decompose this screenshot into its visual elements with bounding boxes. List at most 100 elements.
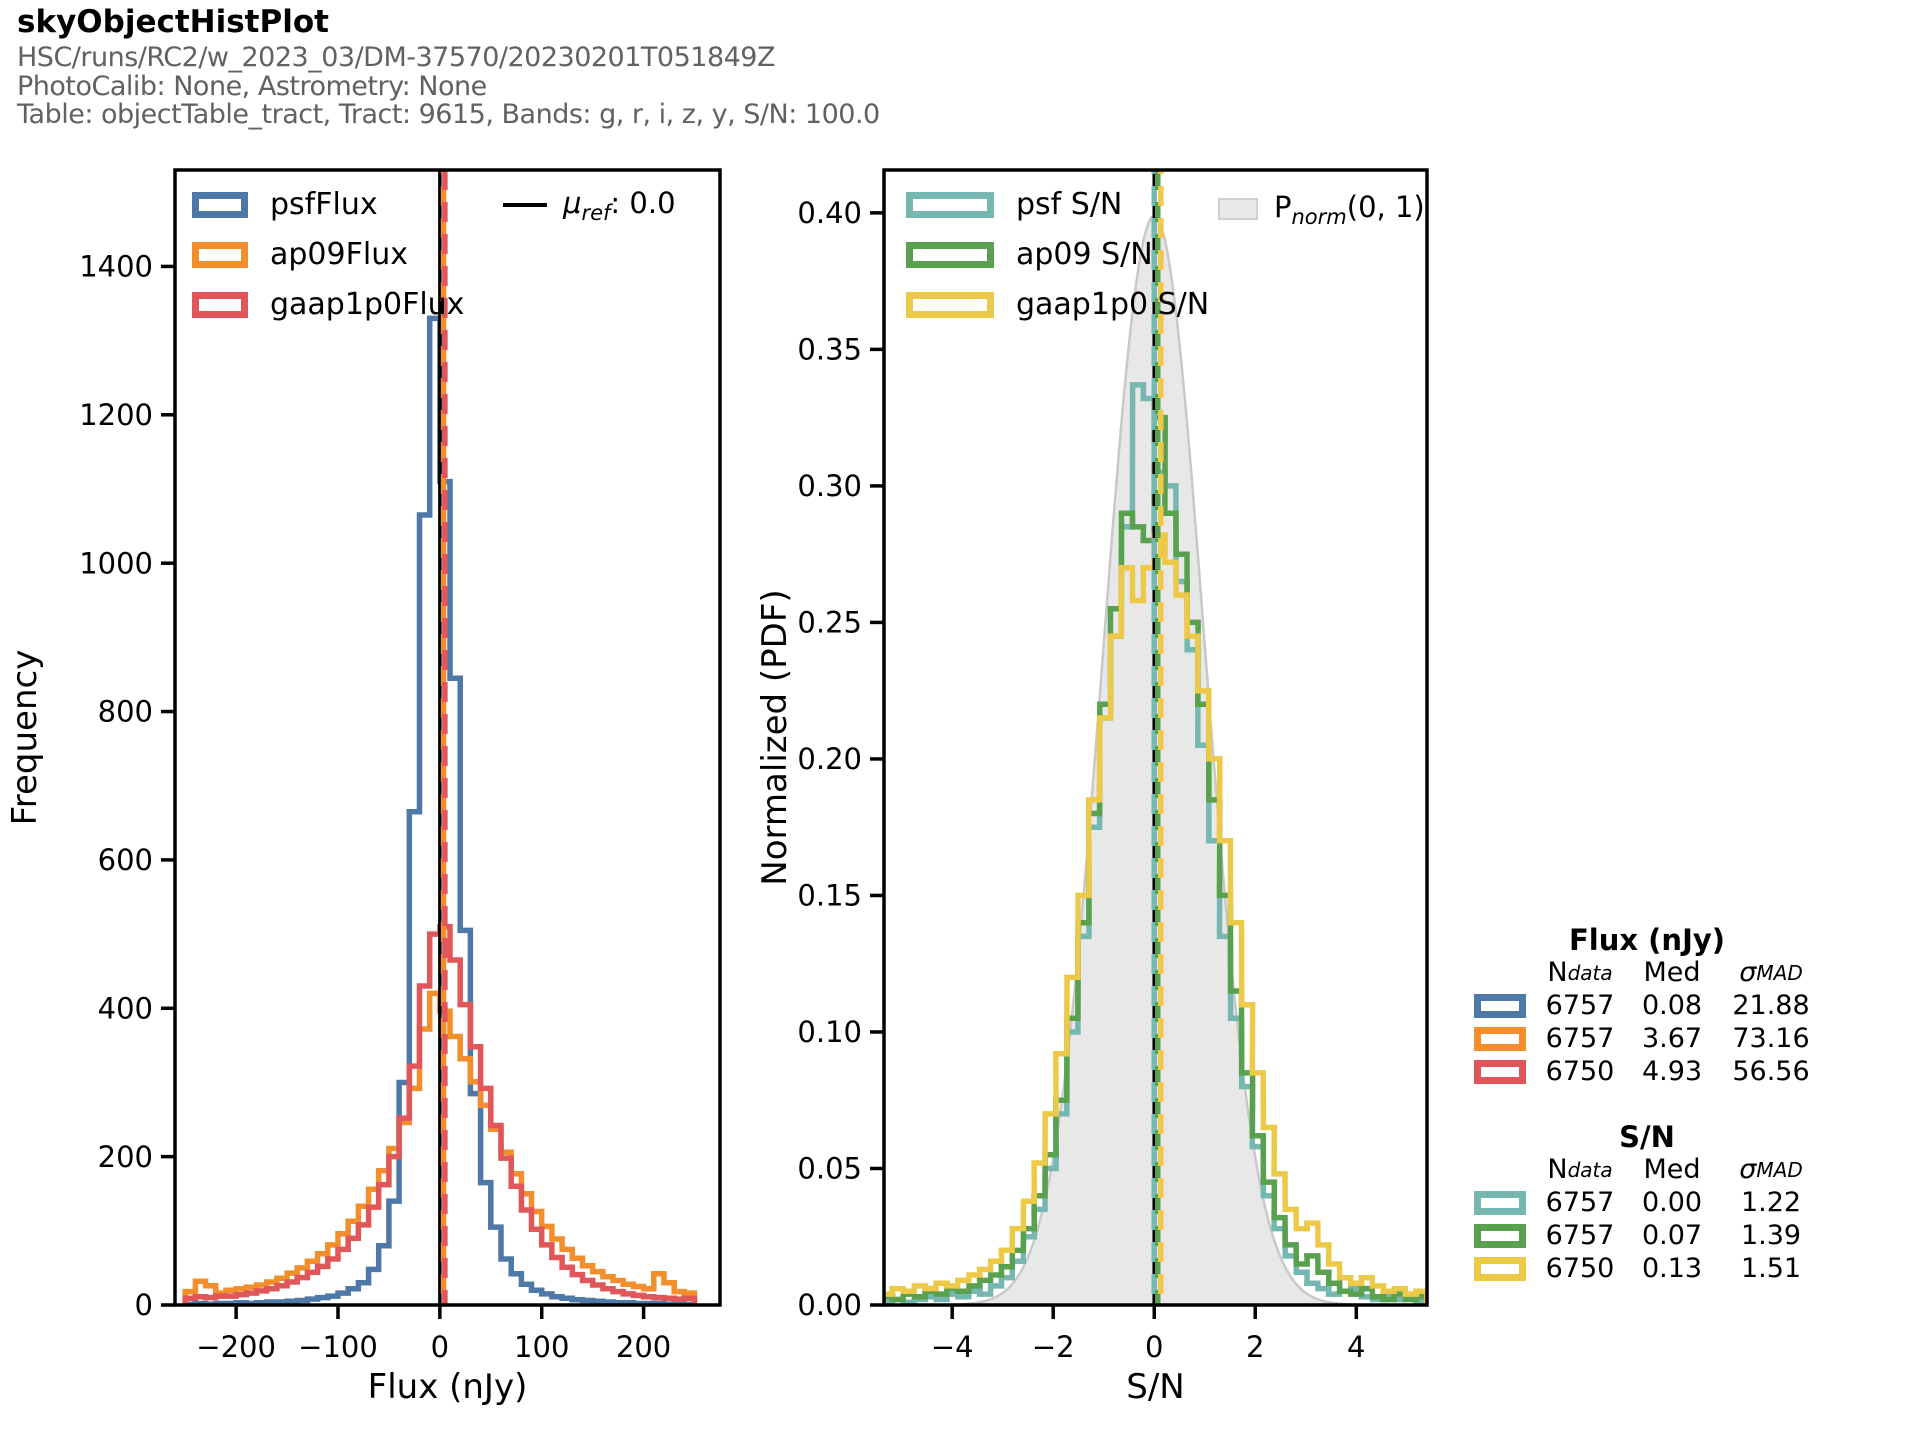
stats-row: 6750 0.13 1.51 — [1468, 1252, 1834, 1285]
stats-header-sigma-mad: σ MAD — [1739, 957, 1803, 988]
stats-row-swatch-cell — [1468, 1186, 1532, 1219]
legend-swatch-icon — [192, 191, 248, 218]
y-tick-label: 600 — [98, 843, 153, 877]
stats-row: 6757 0.07 1.39 — [1468, 1219, 1834, 1252]
subtitle-calib: PhotoCalib: None, Astrometry: None — [17, 71, 487, 102]
muref-symbol: μ — [563, 185, 582, 220]
muref-legend: μref: 0.0 — [503, 186, 676, 224]
y-tick-label: 0.25 — [797, 606, 862, 640]
stats-swatch-icon — [1474, 1256, 1526, 1281]
x-tick-label: 2 — [1246, 1330, 1264, 1364]
y-tick-label: 0.15 — [797, 879, 862, 913]
pnorm-symbol: P — [1274, 189, 1292, 224]
x-tick-label: −200 — [196, 1330, 276, 1364]
stats-header-spacer — [1468, 1154, 1532, 1186]
stats-row-swatch-cell — [1468, 1252, 1532, 1285]
legend-item-ap09flux: ap09Flux — [192, 236, 464, 273]
histogram-step-psfflux — [182, 315, 698, 1305]
y-tick-label: 0.35 — [797, 333, 862, 367]
stats-sigma-mad-value: 73.16 — [1732, 1022, 1810, 1054]
legend-item-label: psfFlux — [270, 186, 378, 222]
stats-ndata-value: 6750 — [1545, 1055, 1615, 1087]
stats-sigma-mad-value: 21.88 — [1732, 989, 1810, 1021]
sn-legend: psf S/N ap09 S/N gaap1p0 S/N — [906, 186, 1209, 323]
x-tick-label: −4 — [931, 1330, 974, 1364]
stats-swatch-icon — [1474, 993, 1526, 1018]
stats-median-value: 0.08 — [1641, 989, 1703, 1021]
sn-plot-area — [884, 170, 1427, 1305]
pnorm-args: (0, 1) — [1346, 189, 1425, 224]
x-tick-label: 100 — [514, 1330, 569, 1364]
stats-swatch-icon — [1474, 1223, 1526, 1248]
pnorm-patch-icon — [1218, 198, 1258, 220]
stats-row-swatch-cell — [1468, 1022, 1532, 1055]
stats-row-swatch-cell — [1468, 1055, 1532, 1088]
stats-swatch-icon — [1474, 1026, 1526, 1051]
legend-item-psfflux: psfFlux — [192, 186, 464, 223]
stats-sigma-mad-value: 1.22 — [1740, 1186, 1802, 1218]
stats-ndata-value: 6750 — [1545, 1252, 1615, 1284]
stats-median-value: 4.93 — [1641, 1055, 1703, 1087]
legend-item-label: gaap1p0Flux — [270, 286, 465, 322]
stats-row: 6757 0.08 21.88 — [1468, 989, 1834, 1022]
stats-row-swatch-cell — [1468, 1219, 1532, 1252]
stats-header-median: Med — [1643, 957, 1701, 988]
stats-ndata-value: 6757 — [1545, 1022, 1615, 1054]
x-tick-label: 0 — [1145, 1330, 1163, 1364]
legend-swatch-icon — [906, 191, 994, 218]
stats-sigma-mad-value: 56.56 — [1732, 1055, 1810, 1087]
stats-sigma-mad-value: 1.39 — [1740, 1219, 1802, 1251]
legend-item-ap09-s-n: ap09 S/N — [906, 236, 1209, 273]
stats-table-title: Flux (nJy) — [1568, 923, 1726, 957]
subtitle-run: HSC/runs/RC2/w_2023_03/DM-37570/20230201… — [17, 42, 775, 73]
stats-sigma-mad-value: 1.51 — [1740, 1252, 1802, 1284]
legend-item-gaap1p0flux: gaap1p0Flux — [192, 286, 464, 323]
flux-axes-frame — [173, 168, 722, 1307]
y-tick-label: 800 — [98, 695, 153, 729]
stats-median-value: 3.67 — [1641, 1022, 1703, 1054]
pnorm-legend: Pnorm(0, 1) — [1218, 190, 1425, 228]
stats-median-value: 0.07 — [1641, 1219, 1703, 1251]
muref-line-icon — [503, 203, 547, 207]
y-tick-label: 0.40 — [797, 196, 862, 230]
legend-item-gaap1p0-s-n: gaap1p0 S/N — [906, 286, 1209, 323]
subtitle-table: Table: objectTable_tract, Tract: 9615, B… — [17, 99, 880, 130]
stats-median-value: 0.00 — [1641, 1186, 1703, 1218]
x-tick-label: −100 — [298, 1330, 378, 1364]
x-tick-label: −2 — [1032, 1330, 1075, 1364]
legend-item-psf-s-n: psf S/N — [906, 186, 1209, 223]
y-tick-label: 0 — [135, 1288, 153, 1322]
stats-ndata-value: 6757 — [1545, 1219, 1615, 1251]
x-axis-label: S/N — [1126, 1367, 1184, 1407]
stats-row: 6750 4.93 56.56 — [1468, 1055, 1834, 1088]
stats-swatch-icon — [1474, 1059, 1526, 1084]
y-tick-label: 200 — [98, 1140, 153, 1174]
legend-item-label: psf S/N — [1016, 186, 1123, 222]
legend-item-label: gaap1p0 S/N — [1016, 286, 1210, 322]
pnorm-subscript: norm — [1291, 204, 1347, 229]
stats-median-value: 0.13 — [1641, 1252, 1703, 1284]
pnorm-label: Pnorm(0, 1) — [1274, 190, 1425, 229]
y-axis-label: Normalized (PDF) — [755, 589, 795, 885]
muref-value: : 0.0 — [610, 185, 676, 220]
y-tick-label: 0.20 — [797, 742, 862, 776]
stats-header-median: Med — [1643, 1154, 1701, 1185]
y-tick-label: 1000 — [79, 546, 153, 580]
y-axis-label: Frequency — [5, 650, 45, 826]
x-axis-label: Flux (nJy) — [368, 1367, 528, 1407]
stats-header-spacer — [1468, 957, 1532, 989]
stats-ndata-value: 6757 — [1545, 989, 1615, 1021]
stats-swatch-icon — [1474, 1190, 1526, 1215]
y-tick-label: 0.10 — [797, 1015, 862, 1049]
stats-row: 6757 0.00 1.22 — [1468, 1186, 1834, 1219]
flux-plot-area — [182, 170, 698, 1305]
legend-swatch-icon — [192, 291, 248, 318]
x-tick-label: 4 — [1347, 1330, 1365, 1364]
page-title: skyObjectHistPlot — [17, 4, 329, 40]
